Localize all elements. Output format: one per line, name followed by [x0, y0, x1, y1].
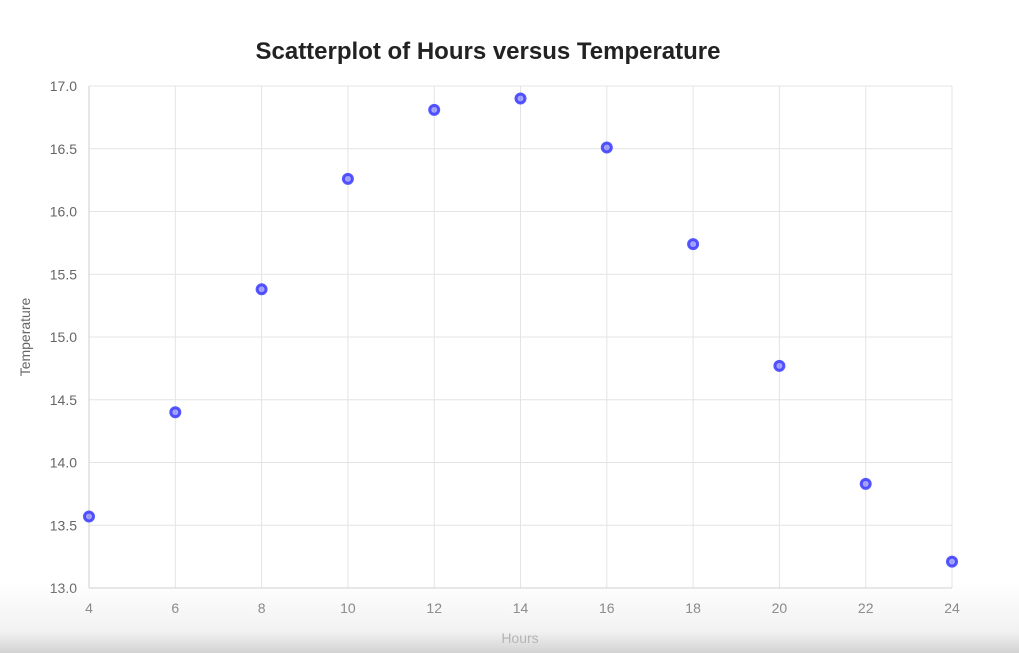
y-tick-label: 15.5 [50, 266, 77, 282]
y-tick-label: 16.0 [50, 204, 77, 220]
data-point [946, 555, 958, 568]
data-point [773, 359, 786, 372]
data-point [859, 477, 872, 490]
x-tick-label: 12 [426, 600, 442, 616]
x-tick-label: 16 [599, 600, 615, 616]
data-point [83, 510, 95, 523]
x-tick-label: 24 [944, 600, 960, 616]
x-tick-label: 6 [171, 600, 179, 616]
chart-title: Scatterplot of Hours versus Temperature [255, 38, 720, 65]
x-tick-label: 4 [85, 600, 93, 616]
x-tick-label: 10 [340, 600, 356, 616]
grid [88, 85, 953, 589]
data-point [341, 172, 354, 185]
data-point [428, 103, 441, 116]
x-tick-label: 14 [513, 600, 529, 616]
data-point [514, 92, 527, 105]
x-tick-label: 20 [772, 600, 788, 616]
x-axis-ticks: 4 6 8 10 12 14 16 18 20 22 24 [85, 600, 960, 616]
x-tick-label: 22 [858, 600, 874, 616]
y-tick-label: 15.0 [50, 329, 77, 345]
y-axis-ticks: 13.0 13.5 14.0 14.5 15.0 15.5 16.0 16.5 17.0 [50, 78, 77, 596]
y-tick-label: 13.5 [50, 517, 77, 533]
data-point [169, 406, 182, 419]
x-tick-label: 8 [258, 600, 266, 616]
y-tick-label: 16.5 [50, 141, 77, 157]
y-tick-label: 17.0 [50, 78, 77, 94]
x-axis-label: Hours [501, 630, 538, 646]
y-tick-label: 14.0 [50, 455, 77, 471]
data-point [255, 283, 268, 296]
y-tick-label: 13.0 [50, 580, 77, 596]
y-tick-label: 14.5 [50, 392, 77, 408]
data-point [600, 141, 613, 154]
data-points [83, 92, 958, 568]
y-axis-label: Temperature [17, 297, 33, 376]
data-point [687, 238, 700, 251]
x-tick-label: 18 [685, 600, 701, 616]
